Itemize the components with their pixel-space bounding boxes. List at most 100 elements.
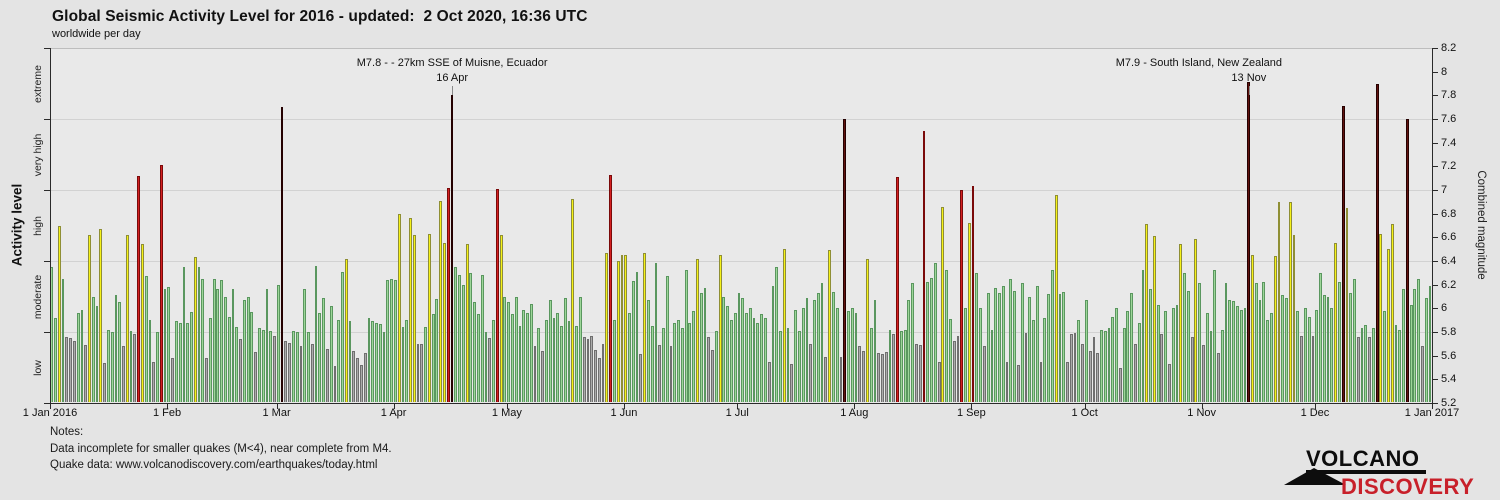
- activity-bar-day-338: [1322, 295, 1326, 402]
- activity-bar-day-4: [61, 278, 65, 402]
- activity-bar-day-246: [975, 272, 979, 402]
- annotation-pointer: [1248, 86, 1250, 95]
- activity-bar-day-162: [658, 345, 662, 402]
- activity-bar-day-312: [1224, 283, 1228, 402]
- activity-bar-day-155: [631, 281, 635, 402]
- activity-bar-day-129: [533, 346, 537, 402]
- activity-bar-day-244: [967, 223, 971, 402]
- activity-bar-day-284: [1118, 367, 1122, 402]
- right-tick-label: 7.4: [1441, 136, 1457, 149]
- activity-bar-day-51: [239, 339, 242, 402]
- activity-bar-day-138: [567, 321, 571, 402]
- activity-bar-day-283: [1115, 308, 1118, 402]
- right-tick-label: 8.2: [1441, 42, 1457, 54]
- activity-bar-day-145: [594, 349, 597, 402]
- activity-bar-day-75: [329, 305, 333, 402]
- right-tick: [1432, 119, 1438, 120]
- activity-bar-day-291: [1145, 224, 1149, 402]
- activity-bar-day-22: [129, 330, 133, 402]
- activity-bar-day-74: [325, 348, 329, 402]
- plot-frame-top: [50, 48, 1432, 49]
- activity-bar-day-5: [65, 336, 69, 402]
- activity-bar-day-327: [1281, 295, 1285, 402]
- activity-bar-day-325: [1273, 256, 1277, 402]
- activity-bar-day-148: [605, 252, 609, 402]
- left-tick: [44, 48, 50, 49]
- activity-bar-day-104: [439, 200, 443, 402]
- activity-bar-day-127: [526, 313, 529, 402]
- gridline-m7: [50, 190, 1432, 191]
- activity-bar-day-290: [1141, 270, 1145, 402]
- activity-bar-day-344: [1345, 207, 1349, 402]
- activity-bar-day-20: [122, 346, 125, 402]
- month-tick: [167, 404, 169, 409]
- right-tick-label: 5.8: [1441, 326, 1457, 338]
- activity-bar-day-125: [518, 326, 522, 402]
- activity-bar-day-107: [450, 95, 454, 402]
- activity-bar-day-89: [382, 332, 386, 402]
- activity-bar-day-237: [941, 206, 945, 402]
- activity-bar-day-41: [201, 278, 205, 402]
- activity-bar-day-136: [560, 326, 563, 402]
- activity-bar-day-354: [1383, 310, 1387, 402]
- activity-bar-day-355: [1387, 249, 1390, 402]
- notes-line-1: Data incomplete for smaller quakes (M<4)…: [50, 442, 392, 455]
- activity-bar-day-86: [371, 321, 375, 402]
- activity-bar-day-128: [529, 303, 533, 402]
- activity-bar-day-221: [881, 354, 884, 402]
- activity-bar-day-49: [231, 289, 235, 402]
- activity-bar-day-349: [1364, 324, 1368, 402]
- activity-bar-day-72: [318, 313, 322, 402]
- activity-bar-day-309: [1213, 270, 1217, 402]
- activity-bar-day-182: [733, 313, 737, 402]
- activity-bar-day-139: [571, 199, 575, 402]
- activity-bar-day-140: [575, 326, 579, 402]
- activity-bar-day-337: [1319, 272, 1322, 402]
- activity-bar-day-234: [930, 277, 933, 402]
- activity-bar-day-235: [933, 263, 937, 402]
- activity-bar-day-147: [601, 343, 605, 402]
- activity-bar-day-133: [548, 300, 552, 402]
- activity-bar-day-207: [828, 250, 831, 402]
- activity-bar-day-178: [718, 255, 722, 402]
- activity-bar-day-346: [1353, 278, 1356, 402]
- activity-bar-day-141: [578, 296, 582, 402]
- right-tick-label: 8: [1441, 65, 1448, 78]
- right-tick-label: 6.2: [1441, 278, 1457, 291]
- right-tick-label: 6.6: [1441, 231, 1457, 244]
- activity-bar-day-276: [1088, 350, 1092, 402]
- y-axis-left: [50, 48, 51, 404]
- activity-bar-day-142: [582, 336, 586, 402]
- activity-bar-day-342: [1337, 282, 1341, 402]
- activity-bar-day-84: [363, 353, 367, 402]
- activity-bar-day-275: [1084, 300, 1088, 402]
- activity-bar-day-173: [699, 292, 703, 402]
- activity-bar-day-172: [696, 258, 699, 402]
- activity-bar-day-316: [1239, 309, 1243, 402]
- right-tick-label: 5.2: [1441, 397, 1457, 409]
- activity-bar-day-256: [1013, 290, 1017, 402]
- activity-bar-day-134: [552, 317, 556, 402]
- zone-label-low: low: [32, 359, 44, 376]
- activity-bar-day-126: [522, 309, 526, 402]
- right-tick-label: 6: [1441, 302, 1448, 315]
- activity-bar-day-46: [220, 279, 224, 402]
- activity-bar-day-215: [858, 346, 862, 402]
- activity-bar-day-57: [261, 329, 265, 402]
- activity-bar-day-208: [831, 291, 835, 402]
- right-tick-label: 7.6: [1441, 113, 1457, 125]
- activity-bar-day-149: [609, 174, 612, 402]
- activity-bar-day-271: [1069, 334, 1073, 402]
- activity-bar-day-299: [1175, 304, 1179, 402]
- activity-bar-day-47: [224, 296, 227, 402]
- activity-bar-day-326: [1277, 201, 1281, 402]
- activity-bar-day-24: [137, 175, 140, 402]
- activity-bar-day-111: [465, 244, 469, 402]
- activity-bar-day-44: [212, 278, 216, 402]
- zone-label-high: high: [32, 215, 44, 236]
- activity-bar-day-233: [926, 282, 930, 402]
- activity-bar-day-29: [156, 332, 159, 402]
- activity-bar-day-8: [76, 313, 80, 402]
- activity-bar-day-353: [1379, 233, 1383, 402]
